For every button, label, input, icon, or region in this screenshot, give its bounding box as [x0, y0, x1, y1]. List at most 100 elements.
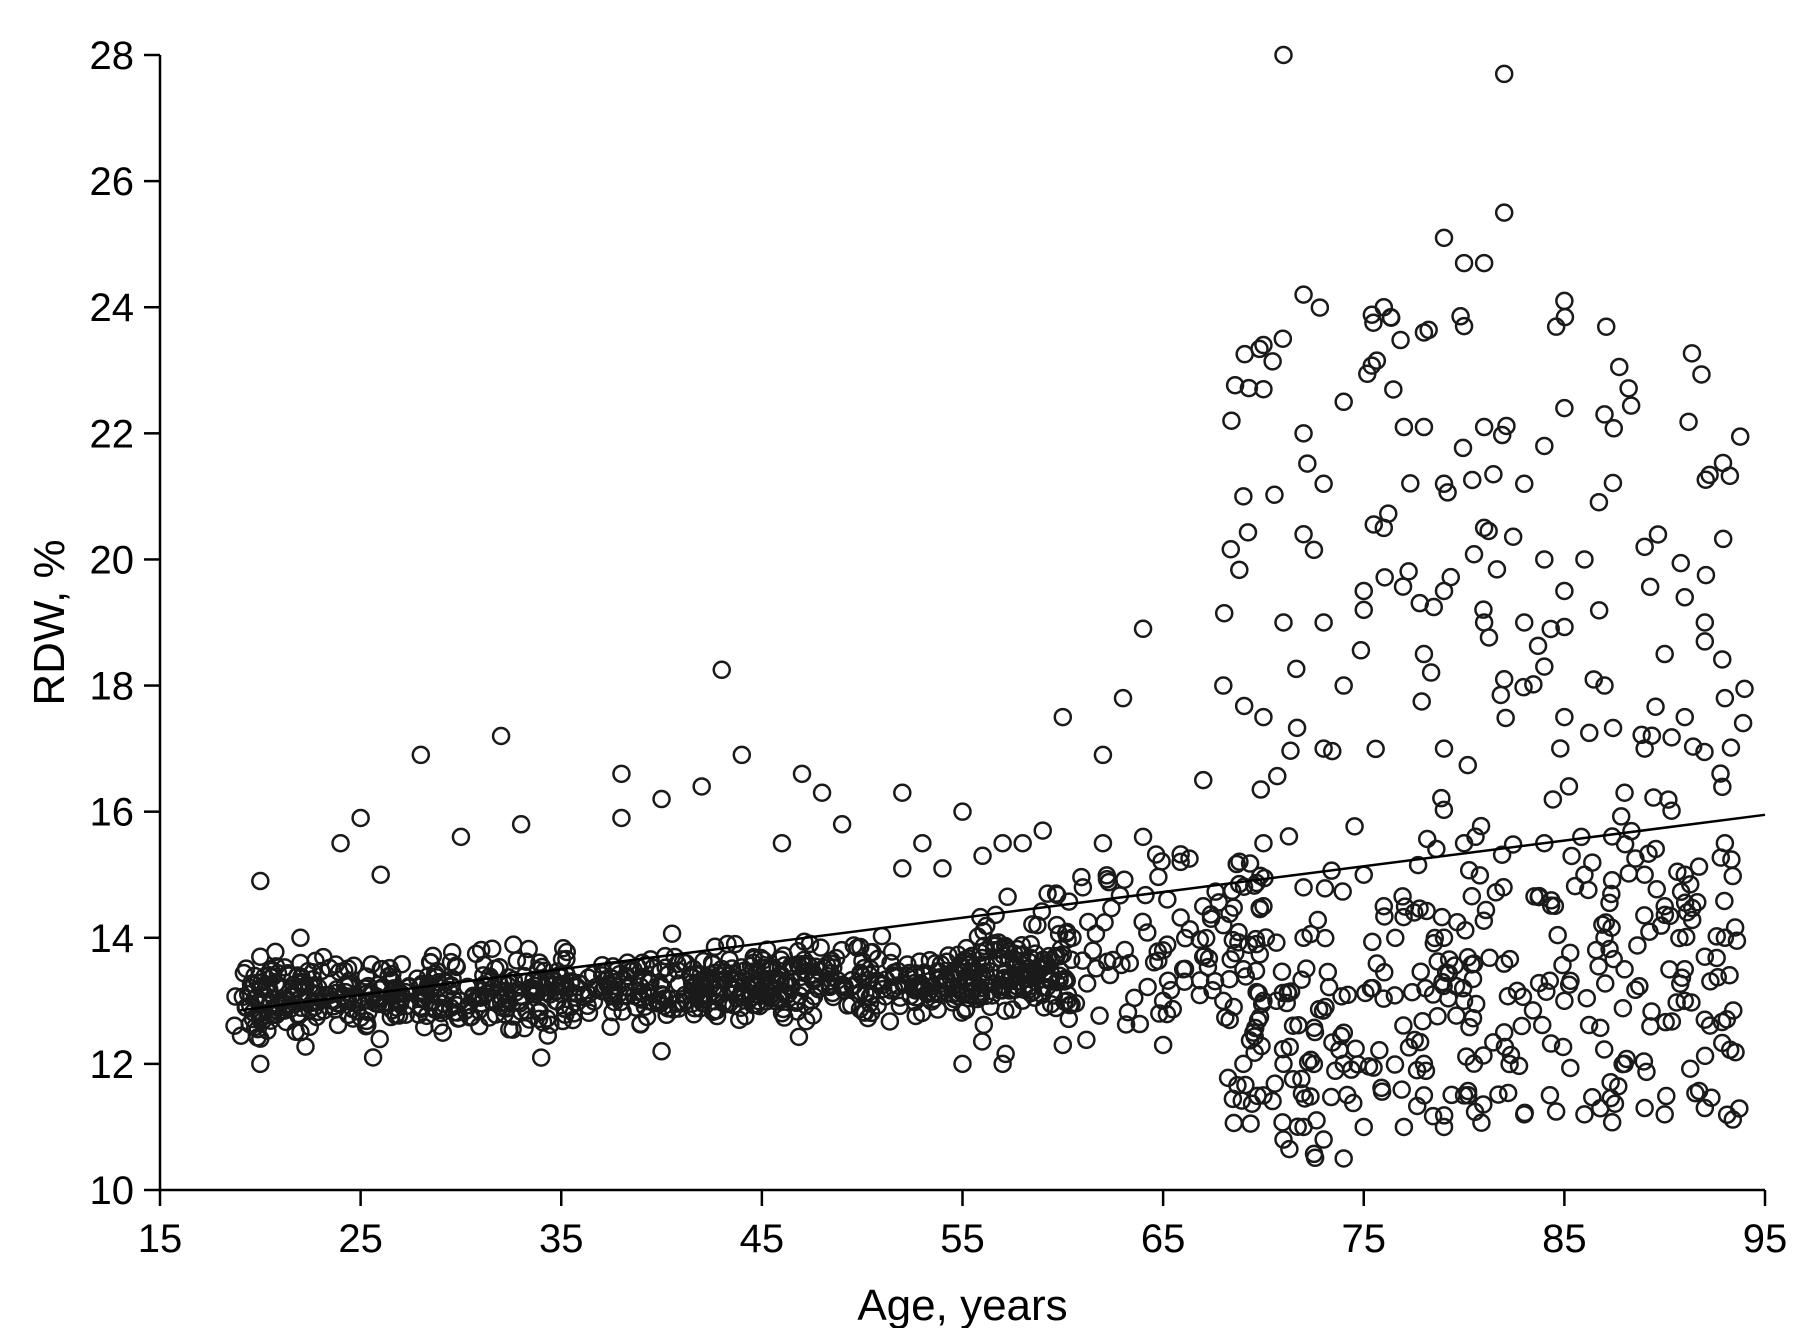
- data-point: [1140, 979, 1156, 995]
- data-point: [1715, 531, 1731, 547]
- data-point: [1115, 690, 1131, 706]
- data-point: [1035, 823, 1051, 839]
- data-point: [1596, 1041, 1612, 1057]
- data-point: [1489, 561, 1505, 577]
- data-point: [974, 1033, 990, 1049]
- data-point: [1697, 633, 1713, 649]
- data-point: [1496, 66, 1512, 82]
- data-point: [1296, 879, 1312, 895]
- data-point: [1387, 987, 1403, 1003]
- data-point: [1276, 47, 1292, 63]
- data-point: [1266, 487, 1282, 503]
- data-point: [1414, 694, 1430, 710]
- data-point: [1723, 740, 1739, 756]
- data-point: [493, 728, 509, 744]
- data-point: [1611, 359, 1627, 375]
- x-tick-label: 75: [1342, 1217, 1387, 1261]
- data-point: [1496, 205, 1512, 221]
- data-point: [1561, 778, 1577, 794]
- data-point: [1637, 867, 1653, 883]
- data-point: [1317, 930, 1333, 946]
- data-point: [1265, 353, 1281, 369]
- data-point: [1395, 1018, 1411, 1034]
- data-point: [1621, 865, 1637, 881]
- data-point: [874, 928, 890, 944]
- data-point: [1434, 909, 1450, 925]
- data-point: [1579, 990, 1595, 1006]
- x-tick-label: 65: [1141, 1217, 1186, 1261]
- data-point: [1714, 651, 1730, 667]
- data-point: [292, 930, 308, 946]
- data-point: [1556, 709, 1572, 725]
- data-point: [1433, 790, 1449, 806]
- data-point: [252, 949, 268, 965]
- data-point: [1697, 949, 1713, 965]
- data-point: [774, 835, 790, 851]
- data-point: [1681, 414, 1697, 430]
- data-point: [1684, 345, 1700, 361]
- data-point: [1376, 898, 1392, 914]
- data-point: [1353, 642, 1369, 658]
- data-point: [1597, 406, 1613, 422]
- data-point: [1722, 468, 1738, 484]
- data-point: [1095, 747, 1111, 763]
- data-point: [1135, 621, 1151, 637]
- data-point: [1456, 318, 1472, 334]
- data-point: [1581, 1017, 1597, 1033]
- data-point: [1592, 1100, 1608, 1116]
- data-point: [1456, 255, 1472, 271]
- data-point: [505, 937, 521, 953]
- data-point: [1648, 699, 1664, 715]
- data-point: [1542, 973, 1558, 989]
- data-point: [1387, 1057, 1403, 1073]
- data-point: [1078, 1032, 1094, 1048]
- data-point: [1617, 836, 1633, 852]
- data-point: [1269, 768, 1285, 784]
- data-point: [1299, 456, 1315, 472]
- data-point: [1253, 782, 1269, 798]
- data-point: [1650, 526, 1666, 542]
- data-point: [1195, 772, 1211, 788]
- data-point: [1296, 287, 1312, 303]
- data-point: [1092, 1008, 1108, 1024]
- data-point: [1366, 517, 1382, 533]
- scatter-chart: 152535455565758595Age, years101214161820…: [0, 0, 1806, 1328]
- data-point: [1448, 1008, 1464, 1024]
- data-point: [1514, 1018, 1530, 1034]
- data-point: [794, 766, 810, 782]
- data-point: [1428, 841, 1444, 857]
- y-tick-label: 16: [90, 791, 135, 835]
- data-point: [1316, 1132, 1332, 1148]
- data-point: [1717, 835, 1733, 851]
- data-point: [1430, 1008, 1446, 1024]
- data-point: [1116, 872, 1132, 888]
- data-point: [1481, 629, 1497, 645]
- data-point: [1460, 757, 1476, 773]
- data-point: [1436, 741, 1452, 757]
- data-point: [955, 1056, 971, 1072]
- data-point: [1316, 476, 1332, 492]
- data-point: [1698, 567, 1714, 583]
- data-point: [353, 810, 369, 826]
- data-point: [413, 747, 429, 763]
- data-point: [1716, 893, 1732, 909]
- data-point: [1617, 961, 1633, 977]
- data-point: [1697, 615, 1713, 631]
- data-point: [1402, 475, 1418, 491]
- y-tick-label: 14: [90, 917, 135, 961]
- data-point: [1557, 309, 1573, 325]
- data-point: [1230, 934, 1246, 950]
- data-point: [1274, 964, 1290, 980]
- data-point: [1623, 398, 1639, 414]
- x-tick-label: 15: [138, 1217, 183, 1261]
- data-point: [1498, 710, 1514, 726]
- data-point: [1613, 808, 1629, 824]
- data-point: [1627, 982, 1643, 998]
- data-point: [1356, 602, 1372, 618]
- data-point: [1466, 546, 1482, 562]
- data-point: [1516, 615, 1532, 631]
- data-point: [1664, 803, 1680, 819]
- data-point: [1436, 230, 1452, 246]
- data-point: [1095, 835, 1111, 851]
- data-point: [1542, 1087, 1558, 1103]
